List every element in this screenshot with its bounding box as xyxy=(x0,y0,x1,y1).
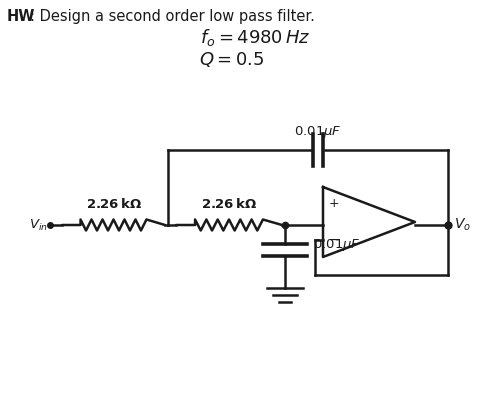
Text: $0.01\mu F$: $0.01\mu F$ xyxy=(313,237,361,253)
Text: $V_{in}$: $V_{in}$ xyxy=(29,217,48,232)
Text: −: − xyxy=(328,233,340,247)
Text: $V_o$: $V_o$ xyxy=(454,217,471,233)
Text: $0.01\mu F$: $0.01\mu F$ xyxy=(294,124,342,140)
Text: $Q = 0.5$: $Q = 0.5$ xyxy=(199,50,265,69)
Text: HW: HW xyxy=(7,9,35,24)
Text: $f_o = 4980\,Hz$: $f_o = 4980\,Hz$ xyxy=(200,27,310,48)
Text: $\bf{2.26\,k\Omega}$: $\bf{2.26\,k\Omega}$ xyxy=(86,197,141,211)
Text: : Design a second order low pass filter.: : Design a second order low pass filter. xyxy=(30,9,315,24)
Text: +: + xyxy=(328,197,340,210)
Text: $\bf{2.26\,k\Omega}$: $\bf{2.26\,k\Omega}$ xyxy=(201,197,257,211)
